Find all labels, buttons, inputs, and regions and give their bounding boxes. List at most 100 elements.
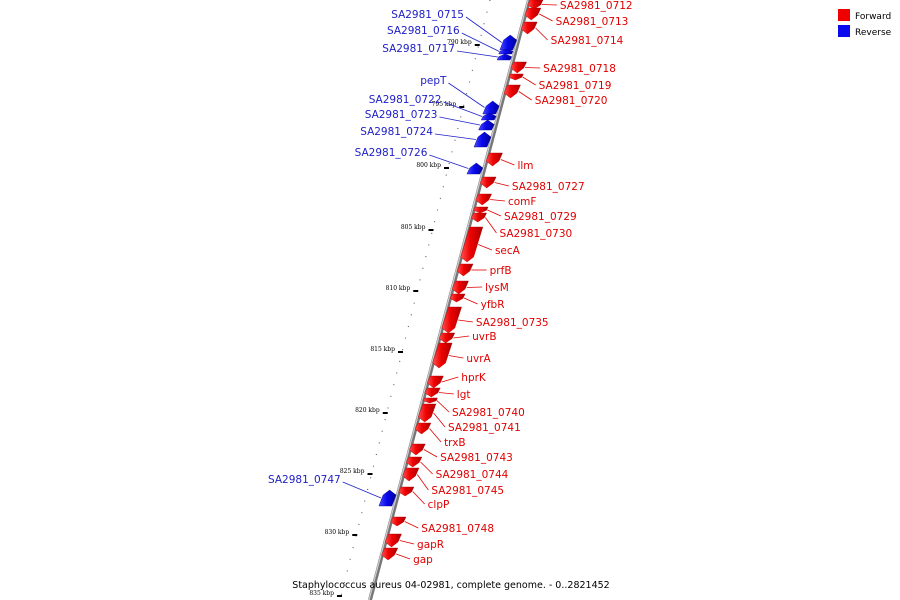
forward-gene-label[interactable]: uvrA [466, 353, 491, 365]
forward-gene-feature[interactable] [381, 547, 399, 561]
reverse-gene-label[interactable]: SA2981_0726 [355, 147, 428, 159]
reverse-gene-label[interactable]: SA2981_0747 [268, 474, 341, 486]
forward-gene-label[interactable]: SA2981_0730 [499, 228, 572, 240]
forward-gene-feature[interactable] [510, 61, 527, 74]
reverse-gene-feature[interactable] [473, 131, 492, 148]
reverse-gene-label[interactable]: SA2981_0724 [360, 126, 433, 138]
forward-gene-label[interactable]: hprK [461, 372, 487, 384]
forward-gene-label[interactable]: lgt [457, 389, 471, 401]
forward-gene-label[interactable]: SA2981_0741 [448, 422, 521, 434]
forward-gene-feature[interactable] [409, 443, 426, 456]
forward-gene-connector [412, 491, 425, 505]
forward-gene-connector [494, 182, 510, 187]
reverse-gene-feature[interactable] [482, 100, 500, 115]
reverse-gene-label[interactable]: SA2981_0717 [382, 43, 455, 55]
genome-footer-caption: Staphylococcus aureus 04-02981, complete… [292, 580, 609, 591]
reverse-gene-feature[interactable] [378, 489, 397, 507]
forward-gene-feature[interactable] [414, 422, 432, 435]
reverse-gene-feature[interactable] [499, 34, 517, 51]
forward-gene-label[interactable]: SA2981_0743 [440, 452, 513, 464]
forward-gene-feature[interactable] [503, 84, 521, 99]
forward-gene-connector [423, 449, 438, 458]
forward-gene-feature[interactable] [441, 306, 462, 334]
forward-gene-label[interactable]: SA2981_0719 [539, 80, 612, 92]
forward-gene-feature[interactable] [473, 206, 489, 214]
gene-features[interactable] [378, 0, 544, 561]
reverse-gene-label[interactable]: SA2981_0715 [391, 9, 464, 21]
forward-gene-feature[interactable] [470, 212, 487, 223]
forward-gene-feature[interactable] [451, 280, 469, 295]
forward-gene-label[interactable]: SA2981_0745 [431, 485, 504, 497]
forward-gene-label[interactable]: SA2981_0729 [504, 211, 577, 223]
forward-gene-label[interactable]: SA2981_0718 [543, 63, 616, 75]
forward-gene-feature[interactable] [398, 486, 415, 497]
forward-gene-feature[interactable] [524, 7, 542, 21]
forward-gene-label[interactable]: prfB [490, 265, 512, 277]
forward-gene-connector [522, 76, 536, 86]
forward-gene-label[interactable]: yfbR [481, 299, 505, 311]
forward-gene-label[interactable]: SA2981_0744 [436, 469, 509, 481]
forward-gene-label[interactable]: SA2981_0735 [476, 317, 549, 329]
forward-gene-feature[interactable] [432, 342, 453, 369]
forward-gene-label[interactable]: SA2981_0748 [421, 523, 494, 535]
forward-gene-label[interactable]: SA2981_0740 [452, 407, 525, 419]
forward-gene-feature[interactable] [485, 152, 503, 167]
forward-gene-feature[interactable] [422, 397, 438, 404]
forward-gene-feature[interactable] [426, 375, 444, 389]
genome-backbone [368, 0, 531, 600]
forward-gene-feature[interactable] [384, 533, 402, 548]
forward-gene-connector [429, 428, 442, 443]
forward-gene-label[interactable]: gapR [417, 539, 444, 551]
scale-tick-label: 810 kbp [386, 285, 411, 292]
reverse-gene-feature[interactable] [478, 119, 495, 131]
forward-gene-label[interactable]: comF [508, 196, 536, 208]
forward-gene-connector [448, 355, 464, 359]
forward-gene-feature[interactable] [424, 387, 441, 398]
forward-gene-feature[interactable] [508, 73, 524, 81]
reverse-gene-label[interactable]: SA2981_0723 [365, 109, 438, 121]
reverse-gene-feature[interactable] [496, 53, 512, 61]
forward-gene-connector [436, 400, 450, 413]
scale-tick-label: 825 kbp [340, 468, 365, 475]
forward-gene-feature[interactable] [475, 193, 492, 206]
forward-gene-feature[interactable] [438, 332, 456, 344]
forward-gene-label[interactable]: SA2981_0720 [535, 95, 608, 107]
forward-gene-feature[interactable] [402, 467, 420, 482]
forward-gene-label[interactable]: clpP [428, 499, 450, 511]
reverse-gene-label[interactable]: pepT [420, 75, 447, 87]
reverse-gene-label[interactable]: SA2981_0716 [387, 25, 460, 37]
forward-gene-feature[interactable] [390, 516, 407, 527]
forward-gene-connector [416, 474, 429, 491]
forward-gene-connector [485, 217, 497, 234]
forward-gene-feature[interactable] [405, 456, 423, 468]
forward-gene-label[interactable]: SA2981_0712 [560, 0, 633, 12]
forward-gene-label[interactable]: uvrB [472, 331, 496, 343]
forward-gene-label[interactable]: trxB [444, 437, 466, 449]
forward-gene-feature[interactable] [460, 226, 484, 263]
legend: Forward Reverse [838, 9, 892, 38]
forward-gene-label[interactable]: secA [495, 245, 521, 257]
reverse-gene-connector [342, 481, 382, 499]
forward-gene-feature[interactable] [527, 0, 544, 10]
forward-gene-label[interactable]: llm [517, 160, 533, 172]
forward-gene-connector [441, 376, 459, 383]
forward-gene-connector [463, 297, 478, 305]
forward-gene-label[interactable]: gap [413, 554, 433, 566]
reverse-gene-connector [456, 50, 498, 58]
forward-gene-connector [539, 13, 553, 22]
forward-gene-feature[interactable] [456, 263, 474, 277]
forward-gene-feature[interactable] [520, 21, 538, 35]
legend-forward-swatch [838, 9, 850, 21]
forward-gene-connector [478, 244, 493, 251]
forward-gene-label[interactable]: lysM [485, 282, 509, 294]
forward-gene-feature[interactable] [479, 176, 497, 189]
forward-gene-label[interactable]: SA2981_0713 [556, 16, 629, 28]
forward-gene-label[interactable]: SA2981_0727 [512, 181, 585, 193]
reverse-gene-feature[interactable] [466, 162, 484, 175]
reverse-gene-label[interactable]: SA2981_0722 [369, 94, 442, 106]
forward-gene-feature[interactable] [449, 293, 466, 303]
forward-gene-feature[interactable] [417, 403, 437, 423]
forward-gene-label[interactable]: SA2981_0714 [551, 35, 624, 47]
forward-gene-connector [541, 4, 557, 6]
